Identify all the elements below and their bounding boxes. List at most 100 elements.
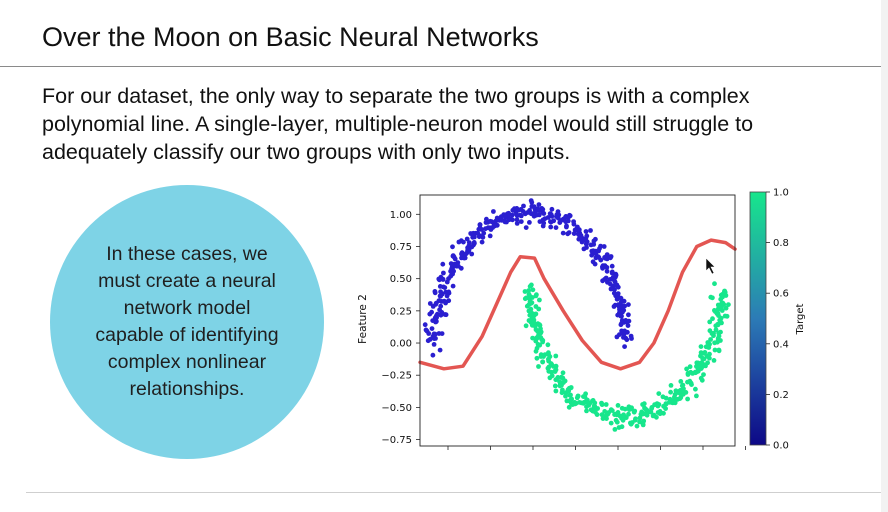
callout-text: In these cases, we must create a neural … [95, 243, 279, 400]
point-target-0 [537, 219, 543, 224]
point-target-0 [548, 212, 554, 217]
point-target-1 [545, 342, 551, 348]
point-target-0 [509, 212, 515, 218]
point-target-0 [626, 312, 631, 318]
point-target-1 [584, 408, 589, 414]
point-target-0 [608, 255, 613, 261]
point-target-0 [613, 272, 619, 278]
point-target-1 [638, 411, 644, 417]
point-target-0 [501, 218, 507, 224]
point-target-0 [617, 332, 622, 337]
point-target-0 [441, 298, 447, 304]
point-target-0 [620, 309, 625, 315]
point-target-0 [446, 276, 451, 282]
point-target-1 [646, 409, 651, 415]
point-target-1 [712, 281, 717, 287]
point-target-0 [477, 233, 483, 239]
point-target-0 [437, 347, 443, 353]
point-target-0 [527, 220, 532, 225]
point-target-0 [545, 215, 551, 220]
point-target-1 [552, 383, 558, 389]
point-target-1 [710, 295, 715, 301]
point-target-1 [716, 348, 722, 354]
point-target-1 [712, 347, 718, 353]
point-target-1 [587, 400, 593, 406]
point-target-1 [547, 375, 553, 381]
point-target-0 [618, 299, 624, 305]
point-target-1 [547, 354, 553, 359]
y-tick-label: 0.50 [390, 274, 412, 285]
point-target-1 [540, 339, 545, 345]
point-target-1 [555, 375, 561, 380]
point-target-1 [633, 416, 638, 422]
point-target-0 [605, 279, 610, 285]
point-target-1 [710, 316, 715, 322]
point-target-0 [498, 214, 504, 219]
point-target-0 [529, 200, 535, 205]
point-target-1 [538, 335, 544, 340]
point-target-1 [672, 394, 677, 400]
point-target-0 [491, 209, 496, 214]
point-target-0 [548, 224, 554, 230]
point-target-1 [531, 319, 536, 325]
point-target-1 [536, 364, 541, 369]
point-target-0 [430, 352, 436, 358]
y-tick-label: −0.50 [381, 403, 412, 414]
point-target-0 [514, 212, 520, 217]
point-target-1 [527, 298, 533, 304]
point-target-0 [531, 204, 537, 210]
point-target-0 [581, 246, 587, 252]
point-target-1 [694, 393, 699, 399]
point-target-1 [692, 369, 698, 375]
point-target-0 [521, 203, 526, 209]
colorbar-tick-label: 0.8 [773, 238, 789, 249]
point-target-0 [481, 230, 487, 236]
point-target-0 [443, 312, 449, 318]
point-target-0 [477, 222, 483, 228]
point-target-1 [641, 401, 647, 407]
point-target-1 [679, 389, 684, 394]
point-target-1 [716, 333, 722, 339]
point-target-0 [431, 342, 437, 347]
callout-circle: In these cases, we must create a neural … [50, 185, 324, 459]
y-tick-label: −0.25 [381, 371, 412, 382]
point-target-0 [479, 239, 485, 245]
point-target-1 [582, 394, 588, 399]
point-target-1 [718, 338, 723, 343]
point-target-1 [559, 390, 565, 396]
footer-divider [26, 492, 881, 493]
point-target-1 [523, 323, 529, 329]
point-target-0 [624, 319, 630, 325]
colorbar-tick-label: 0.2 [773, 390, 789, 401]
point-target-0 [449, 271, 455, 276]
point-target-0 [432, 290, 438, 296]
point-target-0 [611, 304, 617, 309]
point-target-1 [608, 420, 614, 426]
point-target-1 [634, 423, 640, 429]
point-target-0 [441, 270, 446, 276]
point-target-0 [520, 209, 526, 214]
point-target-0 [484, 216, 489, 222]
point-target-1 [706, 345, 712, 350]
point-target-0 [571, 221, 577, 227]
point-target-0 [613, 292, 619, 298]
point-target-1 [712, 340, 717, 346]
point-target-1 [705, 340, 711, 345]
point-target-1 [530, 287, 536, 293]
point-target-0 [448, 261, 454, 266]
point-target-0 [604, 252, 610, 257]
point-target-0 [572, 227, 578, 233]
point-target-0 [590, 259, 596, 265]
point-target-1 [553, 353, 559, 359]
point-target-0 [622, 344, 627, 349]
point-target-1 [526, 288, 531, 294]
point-target-0 [429, 326, 435, 331]
point-target-0 [514, 221, 520, 226]
point-target-0 [629, 336, 634, 341]
point-target-0 [551, 218, 557, 224]
point-target-1 [615, 403, 621, 408]
point-target-1 [628, 421, 634, 427]
point-target-0 [422, 322, 428, 328]
point-target-1 [537, 297, 542, 303]
point-target-1 [614, 419, 620, 425]
